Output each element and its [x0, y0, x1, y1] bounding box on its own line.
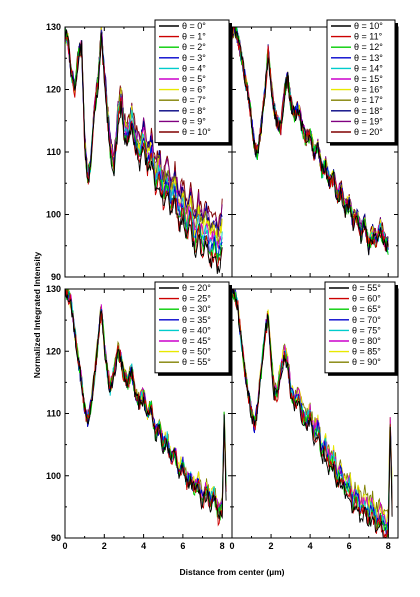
y-tick-label: 90: [51, 272, 61, 282]
x-tick-label: 6: [347, 541, 352, 551]
series-line: [65, 289, 227, 520]
legend-entry: θ = 10°: [182, 127, 211, 137]
series-group: [232, 289, 393, 538]
legend-entry: θ = 18°: [354, 106, 383, 116]
legend-entry: θ = 60°: [352, 294, 381, 304]
y-tick-label: 110: [46, 409, 61, 419]
panel-top-right: θ = 10°θ = 11°θ = 12°θ = 13°θ = 14°θ = 1…: [231, 19, 399, 278]
legend-entry: θ = 11°: [354, 32, 383, 42]
legend-entry: θ = 15°: [354, 74, 383, 84]
legend-entry: θ = 45°: [182, 336, 211, 346]
x-tick-label: 2: [269, 541, 274, 551]
legend-box: [154, 19, 230, 144]
legend-entry: θ = 65°: [352, 304, 381, 314]
legend-entry: θ = 85°: [352, 347, 381, 357]
legend-entry: θ = 8°: [182, 106, 206, 116]
y-tick-label: 120: [46, 85, 61, 95]
panel-bottom-left: 90 100 110 120 130 0 2 4 6 8 θ = 20°θ = 25°θ = 30°…: [46, 281, 233, 551]
series-group: [65, 27, 223, 274]
legend-entry: θ = 20°: [354, 127, 383, 137]
legend-entry: θ = 40°: [182, 325, 211, 335]
legend: θ = 55°θ = 60°θ = 65°θ = 70°θ = 75°θ = 8…: [324, 281, 398, 376]
legend-entry: θ = 17°: [354, 95, 383, 105]
y-tick-label: 100: [46, 471, 61, 481]
x-tick-label: 0: [62, 541, 67, 551]
legend-entry: θ = 19°: [354, 116, 383, 126]
legend: θ = 10°θ = 11°θ = 12°θ = 13°θ = 14°θ = 1…: [326, 19, 398, 146]
x-tick-label: 8: [386, 541, 391, 551]
legend-entry: θ = 10°: [354, 21, 383, 31]
series-line: [232, 27, 389, 256]
legend-entry: θ = 16°: [354, 85, 383, 95]
legend-entry: θ = 1°: [182, 32, 206, 42]
legend-entry: θ = 14°: [354, 63, 383, 73]
legend-entry: θ = 70°: [352, 315, 381, 325]
legend-entry: θ = 90°: [352, 357, 381, 367]
legend-entry: θ = 75°: [352, 325, 381, 335]
legend: θ = 0°θ = 1°θ = 2°θ = 3°θ = 4°θ = 5°θ = …: [154, 19, 232, 146]
legend-entry: θ = 30°: [182, 304, 211, 314]
x-axis-label: Distance from center (µm): [179, 567, 284, 577]
legend-entry: θ = 55°: [182, 357, 211, 367]
legend: θ = 20°θ = 25°θ = 30°θ = 35°θ = 40°θ = 4…: [154, 281, 232, 376]
y-tick-label: 90: [51, 533, 61, 543]
legend-entry: θ = 35°: [182, 315, 211, 325]
series-line: [232, 289, 393, 538]
y-tick-label: 120: [46, 346, 61, 356]
x-tick-label: 0: [229, 541, 234, 551]
y-axis-label: Normalized Integrated Intensity: [32, 251, 42, 378]
legend-entry: θ = 4°: [182, 63, 206, 73]
legend-entry: θ = 6°: [182, 85, 206, 95]
y-tick-label: 100: [46, 210, 61, 220]
legend-box: [326, 19, 396, 144]
legend-box: [154, 281, 230, 374]
legend-entry: θ = 50°: [182, 347, 211, 357]
legend-entry: θ = 80°: [352, 336, 381, 346]
legend-entry: θ = 3°: [182, 53, 206, 63]
x-tick-label: 4: [141, 541, 146, 551]
legend-entry: θ = 5°: [182, 74, 206, 84]
y-tick-label: 130: [46, 284, 61, 294]
legend-entry: θ = 9°: [182, 116, 206, 126]
legend-entry: θ = 13°: [354, 53, 383, 63]
series-group: [232, 27, 389, 256]
series-line: [65, 29, 223, 274]
x-tick-label: 6: [180, 541, 185, 551]
legend-entry: θ = 7°: [182, 95, 206, 105]
series-group: [65, 289, 227, 527]
x-tick-label: 4: [308, 541, 313, 551]
y-tick-label: 130: [46, 22, 61, 32]
x-tick-label: 8: [220, 541, 225, 551]
legend-box: [324, 281, 396, 374]
panel-bottom-right: 0 2 4 6 8 θ = 55°θ = 60°θ = 65°θ = 70°θ = 75°…: [229, 281, 399, 551]
legend-entry: θ = 25°: [182, 294, 211, 304]
x-tick-label: 2: [102, 541, 107, 551]
legend-entry: θ = 55°: [352, 283, 381, 293]
legend-entry: θ = 0°: [182, 21, 206, 31]
legend-entry: θ = 12°: [354, 42, 383, 52]
legend-entry: θ = 2°: [182, 42, 206, 52]
y-tick-label: 110: [46, 147, 61, 157]
legend-entry: θ = 20°: [182, 283, 211, 293]
